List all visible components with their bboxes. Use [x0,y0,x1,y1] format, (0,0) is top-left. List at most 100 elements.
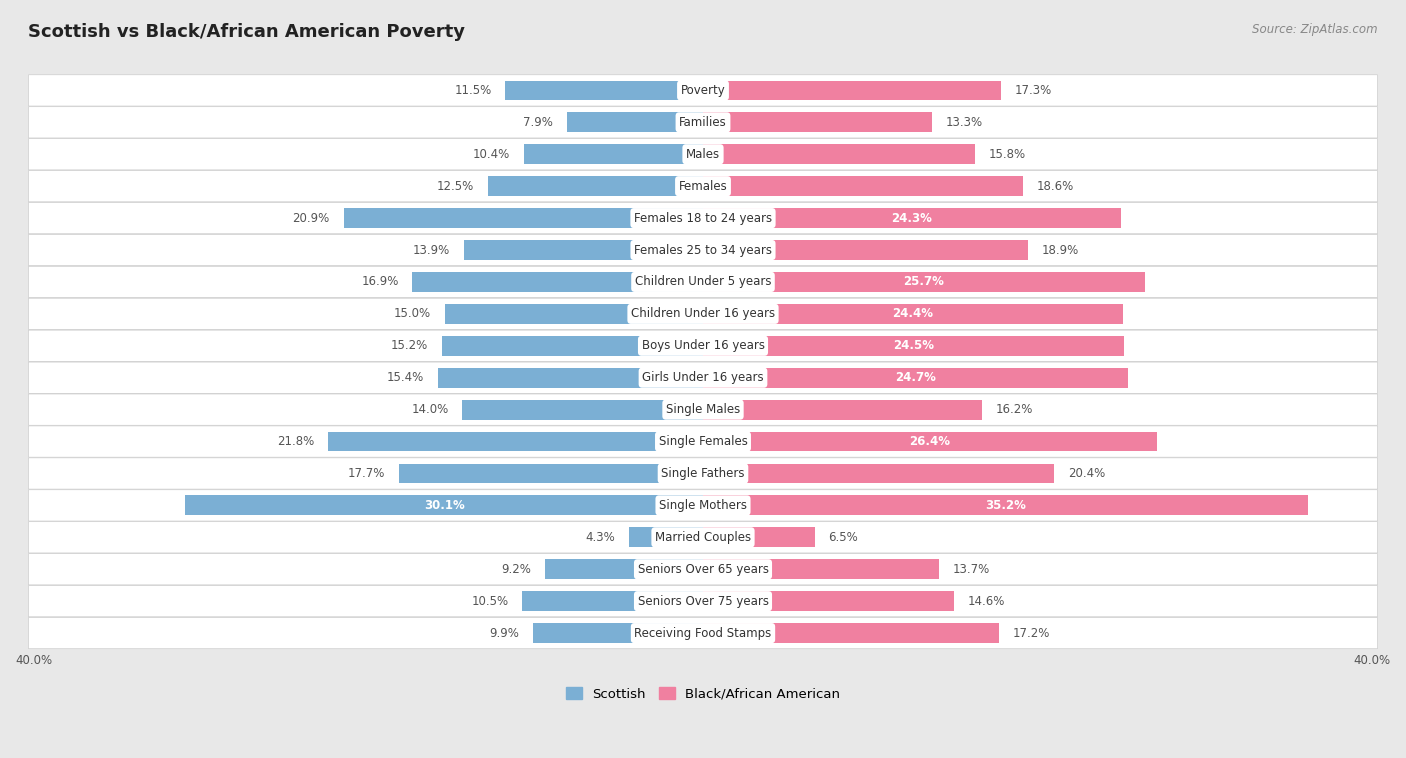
Bar [523,591,703,611]
Text: 14.0%: 14.0% [411,403,449,416]
Text: Poverty: Poverty [681,84,725,97]
Text: Children Under 5 years: Children Under 5 years [634,275,772,289]
Text: 14.6%: 14.6% [967,595,1005,608]
Text: 13.9%: 13.9% [413,243,450,256]
Bar [703,177,1024,196]
Text: Scottish vs Black/African American Poverty: Scottish vs Black/African American Pover… [28,23,465,41]
Bar [398,464,703,484]
Text: Females 25 to 34 years: Females 25 to 34 years [634,243,772,256]
Bar [703,368,1128,387]
FancyBboxPatch shape [28,330,1378,362]
Text: 18.6%: 18.6% [1036,180,1074,193]
FancyBboxPatch shape [28,458,1378,489]
Bar [703,559,939,579]
Bar [703,304,1122,324]
Bar [703,496,1309,515]
Bar [628,528,703,547]
Bar [412,272,703,292]
FancyBboxPatch shape [28,394,1378,425]
Text: 25.7%: 25.7% [904,275,945,289]
FancyBboxPatch shape [28,362,1378,393]
Bar [703,399,981,419]
Text: 10.5%: 10.5% [471,595,509,608]
Text: 16.9%: 16.9% [361,275,398,289]
Text: 12.5%: 12.5% [437,180,474,193]
FancyBboxPatch shape [28,75,1378,106]
Text: Seniors Over 65 years: Seniors Over 65 years [637,562,769,576]
Text: 40.0%: 40.0% [15,653,52,667]
FancyBboxPatch shape [28,171,1378,202]
Text: 24.4%: 24.4% [893,307,934,321]
Bar [441,336,703,356]
Bar [567,112,703,132]
Bar [343,208,703,228]
Bar [703,464,1054,484]
Text: Married Couples: Married Couples [655,531,751,543]
Text: 6.5%: 6.5% [828,531,858,543]
Bar [703,240,1028,260]
Bar [446,304,703,324]
FancyBboxPatch shape [28,618,1378,649]
Bar [703,591,955,611]
Text: 21.8%: 21.8% [277,435,315,448]
Text: 20.9%: 20.9% [292,211,330,224]
Text: Single Females: Single Females [658,435,748,448]
Text: 17.2%: 17.2% [1012,627,1050,640]
FancyBboxPatch shape [28,139,1378,170]
FancyBboxPatch shape [28,298,1378,330]
Text: 11.5%: 11.5% [454,84,492,97]
Bar [703,336,1125,356]
Bar [703,431,1157,452]
FancyBboxPatch shape [28,202,1378,233]
Text: 7.9%: 7.9% [523,116,554,129]
Text: 15.0%: 15.0% [394,307,432,321]
Text: 24.7%: 24.7% [896,371,936,384]
Text: Females 18 to 24 years: Females 18 to 24 years [634,211,772,224]
Bar [703,80,1001,100]
Text: Males: Males [686,148,720,161]
Text: 26.4%: 26.4% [910,435,950,448]
Text: Girls Under 16 years: Girls Under 16 years [643,371,763,384]
Text: 9.2%: 9.2% [501,562,531,576]
Text: 20.4%: 20.4% [1067,467,1105,480]
Text: Seniors Over 75 years: Seniors Over 75 years [637,595,769,608]
FancyBboxPatch shape [28,234,1378,265]
Bar [703,623,998,643]
Text: 9.9%: 9.9% [489,627,519,640]
Bar [464,240,703,260]
Text: Single Fathers: Single Fathers [661,467,745,480]
Text: Females: Females [679,180,727,193]
Text: Receiving Food Stamps: Receiving Food Stamps [634,627,772,640]
FancyBboxPatch shape [28,553,1378,585]
Bar [488,177,703,196]
Text: 4.3%: 4.3% [585,531,616,543]
Text: Families: Families [679,116,727,129]
Text: 13.3%: 13.3% [945,116,983,129]
Bar [533,623,703,643]
Text: 17.7%: 17.7% [347,467,385,480]
Bar [505,80,703,100]
Text: 16.2%: 16.2% [995,403,1033,416]
Bar [703,144,974,164]
Text: 15.4%: 15.4% [387,371,425,384]
Bar [703,208,1121,228]
Bar [703,528,815,547]
Text: 15.2%: 15.2% [391,340,427,352]
FancyBboxPatch shape [28,266,1378,298]
Bar [703,272,1144,292]
FancyBboxPatch shape [28,490,1378,521]
Bar [463,399,703,419]
Text: 17.3%: 17.3% [1014,84,1052,97]
Text: 15.8%: 15.8% [988,148,1025,161]
Bar [439,368,703,387]
Text: 13.7%: 13.7% [952,562,990,576]
Text: Source: ZipAtlas.com: Source: ZipAtlas.com [1253,23,1378,36]
Text: Single Males: Single Males [666,403,740,416]
Text: 10.4%: 10.4% [472,148,510,161]
Bar [524,144,703,164]
Legend: Scottish, Black/African American: Scottish, Black/African American [561,682,845,706]
Text: 24.3%: 24.3% [891,211,932,224]
FancyBboxPatch shape [28,426,1378,457]
Text: Single Mothers: Single Mothers [659,499,747,512]
Text: 35.2%: 35.2% [986,499,1026,512]
